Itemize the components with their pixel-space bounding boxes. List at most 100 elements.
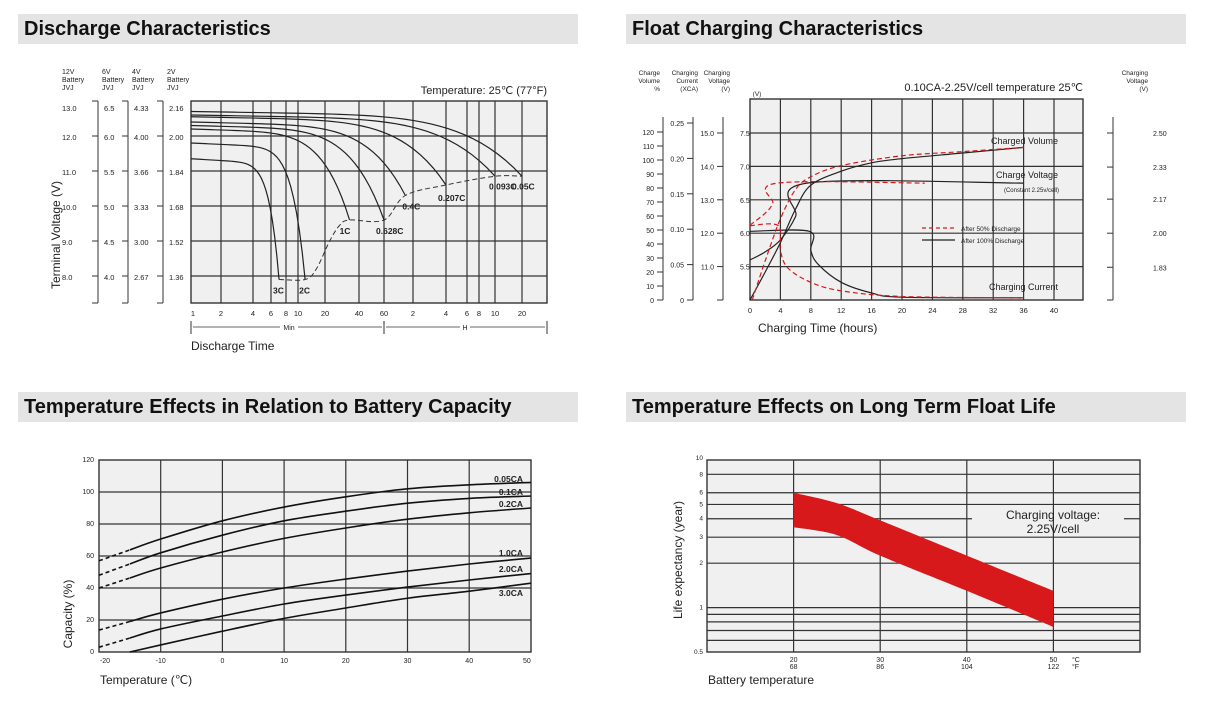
discharge-axis-header: 4V (132, 69, 141, 76)
float-y-tick-label: 0.25 (670, 121, 684, 128)
capacity-y-tick-label: 40 (86, 585, 94, 592)
discharge-y-tick-label: 13.0 (62, 104, 77, 113)
float-y-tick-label: 12.0 (700, 231, 714, 238)
discharge-y-tick-label: 2.16 (169, 104, 184, 113)
float-y-tick-label: 1.83 (1153, 265, 1167, 272)
fahrenheit-unit: °F (1072, 663, 1079, 671)
float-y-tick-label: 13.0 (700, 198, 714, 205)
float-y-tick-label: 5.5 (740, 265, 750, 272)
float-x-tick-label: 40 (1050, 306, 1058, 315)
float-x-tick-label: 36 (1019, 306, 1027, 315)
capacity-x-tick-label: -20 (100, 658, 110, 665)
float-y-tick-label: 110 (643, 144, 654, 151)
discharge-y-tick-label: 11.0 (62, 168, 76, 177)
float-curve-charge_voltage_6v-100pct (749, 180, 1024, 261)
capacity-y-tick-label: 80 (86, 521, 94, 528)
life-y-tick-label: 6 (699, 490, 703, 497)
discharge-rate-label: 1C (340, 226, 351, 236)
discharge-y-label: Terminal Voltage (V) (49, 181, 63, 289)
discharge-axis-header: Battery (102, 77, 125, 84)
capacity-curve-0.1CA (129, 495, 531, 565)
capacity-curve-1.0CA (129, 557, 531, 623)
float-y-tick-label: 2.17 (1153, 197, 1167, 204)
float-curve-charged_volume_pct-50pct (751, 146, 1024, 301)
discharge-x-tick-label: 4 (444, 309, 448, 318)
float-axis-header: Volume (638, 78, 660, 85)
discharge-rate-label: 0.207C (438, 193, 465, 203)
capacity-rate-label: 0.1CA (499, 487, 523, 497)
discharge-y-tick-label: 1.68 (169, 203, 184, 212)
discharge-plot-area (190, 100, 548, 304)
legend-100pct-label: After 100% Discharge (961, 238, 1025, 245)
float-y-tick-label: 50 (646, 228, 654, 235)
life-x-tick-celsius: 30 (876, 657, 884, 664)
capacity-y-tick-label: 0 (90, 649, 94, 656)
float-y-tick-label: 14.0 (700, 164, 714, 171)
life-y-tick-label: 5 (699, 501, 703, 508)
discharge-curve-0.093C (190, 114, 496, 177)
float-x-tick-label: 0 (748, 306, 752, 315)
discharge-y-tick-label: 3.66 (134, 168, 149, 177)
discharge-axis-header: Battery (132, 77, 155, 84)
float-y-tick-label: 60 (646, 214, 654, 221)
hour-unit-label: H (462, 325, 467, 332)
discharge-x-tick-label: 2 (411, 309, 415, 318)
float-x-tick-label: 24 (928, 306, 936, 315)
capacity-y-tick-label: 100 (82, 489, 94, 496)
discharge-y-tick-label: 4.33 (134, 104, 149, 113)
float-axis-header: Charging (1122, 70, 1149, 77)
discharge-x-tick-label: 40 (355, 309, 363, 318)
discharge-y-tick-label: 5.0 (104, 203, 114, 212)
discharge-rate-label: 0.4C (402, 202, 420, 212)
life-x-tick-fahrenheit: 104 (961, 664, 973, 671)
discharge-curve-2C (190, 142, 306, 280)
capacity-curve-2.0CA (129, 572, 531, 639)
discharge-cutoff-line (279, 175, 523, 281)
life-y-tick-label: 2 (699, 560, 703, 567)
discharge-curve-0.628C (190, 124, 385, 221)
float-y-tick-label: 0.20 (670, 156, 684, 163)
discharge-y-tick-label: 9.0 (62, 238, 72, 247)
float-y-tick-label: 15.0 (700, 131, 714, 138)
charging-current-label: Charging Current (989, 282, 1059, 292)
discharge-y-tick-label: 4.0 (104, 273, 114, 282)
capacity-curve-extrapolated (98, 549, 131, 562)
discharge-curve-0.05C (190, 110, 523, 177)
float-charging-title: Float Charging Characteristics (626, 14, 1186, 44)
float-x-tick-label: 12 (837, 306, 845, 315)
discharge-y-tick-label: 10.0 (62, 203, 77, 212)
discharge-curve-0.207C (190, 116, 447, 186)
float-y-tick-label: 70 (646, 200, 654, 207)
capacity-rate-label: 2.0CA (499, 564, 523, 574)
float-x-label: Charging Time (hours) (758, 321, 877, 335)
float-axis-header: Current (676, 78, 698, 85)
life-expectancy-band (793, 492, 1054, 627)
float-y-tick-label: 6.5 (740, 198, 750, 205)
discharge-y-tick-label: 1.36 (169, 273, 184, 282)
discharge-rate-label: 3C (273, 286, 284, 296)
charging-voltage-value: 2.25V/cell (1027, 522, 1080, 536)
discharge-x-tick-label: 4 (251, 309, 255, 318)
float-curve-charging_current_ca-100pct (749, 229, 1024, 299)
capacity-curve-extrapolated (98, 620, 131, 631)
charged-volume-label: Charged Volume (991, 136, 1058, 146)
float-axis-header: Charging (704, 70, 731, 77)
discharge-axis-header: JVJ (167, 85, 179, 92)
float-x-tick-label: 4 (778, 306, 782, 315)
discharge-y-tick-label: 6.5 (104, 104, 114, 113)
capacity-x-tick-label: -10 (156, 658, 166, 665)
life-x-tick-celsius: 20 (790, 657, 798, 664)
discharge-curve-1C (190, 128, 351, 221)
capacity-curve-extrapolated (98, 563, 131, 576)
life-y-label: Life expectancy (year) (671, 501, 685, 619)
life-x-tick-celsius: 40 (963, 657, 971, 664)
discharge-axis-header: 6V (102, 69, 111, 76)
discharge-axis-header: 2V (167, 69, 176, 76)
float-y-tick-label: 6.0 (740, 231, 750, 238)
discharge-x-tick-label: 20 (321, 309, 329, 318)
charge-voltage-note: (Constant 2.25v/cell) (1004, 188, 1059, 194)
discharge-x-tick-label: 20 (518, 309, 526, 318)
discharge-rate-label: 2C (299, 286, 310, 296)
discharge-curve-0.4C (190, 121, 406, 196)
float-x-tick-label: 20 (898, 306, 906, 315)
